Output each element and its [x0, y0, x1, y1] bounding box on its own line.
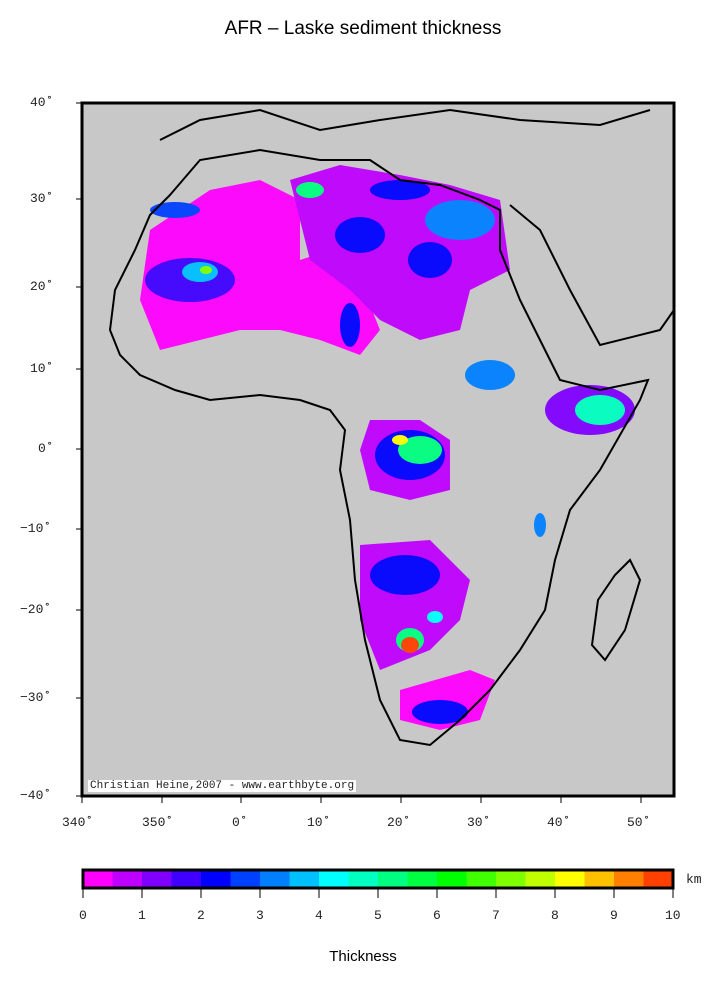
- colorbar-swatch: [201, 870, 231, 888]
- madagascar-coastline: [590, 558, 642, 662]
- colorbar-swatch: [437, 870, 467, 888]
- arabia-coastline: [509, 204, 675, 347]
- sediment-basin: [182, 262, 218, 282]
- sediment-basin: [296, 182, 324, 198]
- credit-text: Christian Heine,2007 - www.earthbyte.org: [88, 780, 357, 792]
- lat-tick-label: −10˚: [20, 521, 52, 536]
- lon-tick-label: 10˚: [307, 815, 331, 830]
- lon-tick-label: 20˚: [387, 815, 411, 830]
- sediment-basin: [398, 436, 442, 464]
- sediment-basin: [401, 637, 419, 653]
- sediment-basin: [370, 180, 430, 200]
- colorbar-swatch: [584, 870, 615, 888]
- lon-tick-label: 50˚: [627, 815, 651, 830]
- colorbar-tick-label: 7: [492, 908, 500, 923]
- sediment-basin: [200, 266, 212, 274]
- colorbar-tick-label: 0: [79, 908, 87, 923]
- sediment-nw-africa: [140, 180, 380, 355]
- colorbar-swatch: [319, 870, 349, 888]
- lat-tick-label: 20˚: [30, 279, 54, 294]
- lat-tick-label: −40˚: [20, 788, 52, 803]
- sediment-basin: [465, 360, 515, 390]
- sediment-basin: [412, 700, 468, 724]
- sediment-basin: [150, 202, 200, 218]
- lon-tick-label: 30˚: [467, 815, 491, 830]
- lat-tick-label: −20˚: [20, 602, 52, 617]
- colorbar-tick-label: 9: [610, 908, 618, 923]
- colorbar-swatch: [260, 870, 290, 888]
- colorbar-swatch: [171, 870, 202, 888]
- lat-tick-label: 40˚: [30, 95, 54, 110]
- sediment-basin: [534, 513, 546, 537]
- sediment-basin: [370, 555, 440, 595]
- sediment-basin: [392, 435, 408, 445]
- colorbar-tick-label: 5: [374, 908, 382, 923]
- colorbar-tick-label: 8: [551, 908, 559, 923]
- colorbar-swatch: [614, 870, 644, 888]
- colorbar-title: Thickness: [329, 948, 397, 965]
- colorbar-tick-label: 10: [665, 908, 681, 923]
- colorbar-unit: km: [686, 872, 702, 887]
- sediment-basin: [335, 217, 385, 253]
- colorbar-swatch: [83, 870, 113, 888]
- colorbar-swatch: [142, 870, 172, 888]
- colorbar-tick-label: 2: [197, 908, 205, 923]
- sediment-basin: [425, 200, 495, 240]
- colorbar-tick-label: 1: [138, 908, 146, 923]
- colorbar-swatch: [466, 870, 497, 888]
- colorbar-swatch: [525, 870, 556, 888]
- colorbar-tick-label: 4: [315, 908, 323, 923]
- lon-tick-label: 340˚: [62, 815, 94, 830]
- colorbar-swatch: [112, 870, 143, 888]
- colorbar-swatch: [555, 870, 585, 888]
- sediment-basin: [340, 303, 360, 347]
- colorbar-swatch: [378, 870, 408, 888]
- sediment-areas: [140, 165, 635, 730]
- colorbar-swatch: [643, 870, 674, 888]
- coastlines: [108, 108, 675, 747]
- colorbar-swatch: [289, 870, 320, 888]
- africa-coastline: [108, 148, 650, 747]
- colorbar-swatch: [407, 870, 438, 888]
- colorbar-swatch: [348, 870, 379, 888]
- sediment-basin: [575, 395, 625, 425]
- map-title: AFR – Laske sediment thickness: [224, 18, 502, 39]
- sediment-basin: [408, 242, 452, 278]
- lon-tick-label: 350˚: [142, 815, 174, 830]
- lon-tick-label: 40˚: [547, 815, 571, 830]
- colorbar-tick-label: 6: [433, 908, 441, 923]
- colorbar-tick-label: 3: [256, 908, 264, 923]
- lat-tick-label: −30˚: [20, 690, 52, 705]
- colorbar: [81, 868, 675, 898]
- lon-tick-label: 0˚: [232, 815, 248, 830]
- lat-tick-label: 10˚: [30, 361, 54, 376]
- sediment-basin: [427, 611, 443, 623]
- colorbar-swatch: [496, 870, 526, 888]
- colorbar-swatch: [230, 870, 261, 888]
- lat-tick-label: 0˚: [38, 441, 54, 456]
- lat-tick-label: 30˚: [30, 191, 54, 206]
- axis-ticks: [76, 102, 642, 803]
- europe-coastline: [159, 108, 651, 141]
